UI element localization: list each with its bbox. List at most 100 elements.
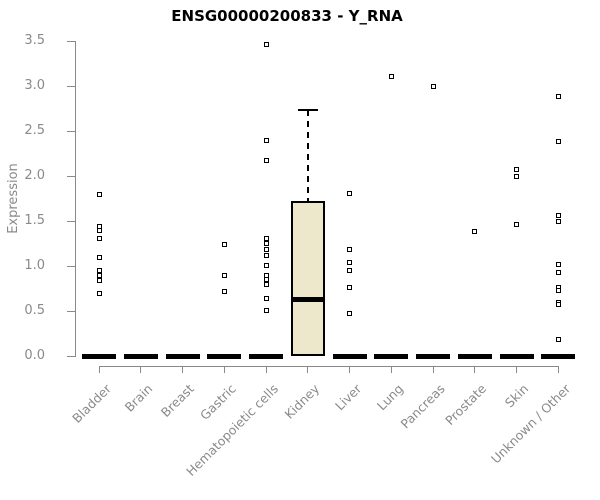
y-axis-tick: [67, 355, 75, 357]
y-axis-tick: [67, 85, 75, 87]
outlier-point: [514, 222, 520, 228]
outlier-point: [514, 174, 520, 180]
y-axis-tick: [67, 40, 75, 42]
x-category-label: Pancreas: [397, 381, 448, 432]
x-category-label: Unknown / Other: [487, 381, 574, 467]
y-tick-label: 0.5: [24, 303, 45, 318]
x-axis-tick: [516, 366, 518, 373]
median-line: [541, 353, 576, 359]
outlier-point: [263, 235, 269, 241]
outlier-point: [221, 241, 227, 247]
x-axis-tick: [182, 366, 184, 373]
outlier-point: [514, 167, 520, 173]
outlier-point: [555, 261, 561, 267]
outlier-point: [388, 73, 394, 79]
outlier-point: [555, 94, 561, 100]
outlier-point: [96, 277, 102, 283]
median-line: [499, 353, 534, 359]
outlier-point: [96, 254, 102, 260]
outlier-point: [96, 192, 102, 198]
median-line: [82, 353, 116, 359]
x-category-label: Gastric: [197, 381, 239, 423]
x-axis-tick: [557, 366, 559, 373]
y-tick-label: 1.0: [24, 258, 45, 273]
median-line: [374, 353, 409, 359]
x-axis-tick: [474, 366, 476, 373]
outlier-point: [96, 228, 102, 234]
outlier-point: [263, 307, 269, 313]
outlier-point: [430, 83, 436, 89]
outlier-point: [555, 302, 561, 308]
y-axis-tick: [67, 175, 75, 177]
x-axis-tick: [223, 366, 225, 373]
y-tick-label: 1.5: [24, 213, 45, 228]
median-line: [165, 353, 200, 359]
x-category-label: Kidney: [281, 381, 323, 422]
y-axis-tick: [67, 220, 75, 222]
median-line: [207, 353, 242, 359]
outlier-point: [96, 291, 102, 297]
outlier-point: [96, 235, 102, 241]
outlier-point: [472, 229, 478, 235]
y-tick-label: 3.0: [24, 78, 45, 93]
outlier-point: [263, 138, 269, 144]
outlier-point: [263, 282, 269, 288]
y-axis-tick: [67, 265, 75, 267]
outlier-point: [221, 273, 227, 279]
x-category-label: Prostate: [442, 381, 490, 429]
outlier-point: [263, 42, 269, 48]
median-line: [123, 353, 158, 359]
x-axis-line: [99, 366, 560, 367]
x-axis-tick: [432, 366, 434, 373]
y-axis-line: [75, 41, 76, 357]
y-axis-tick: [67, 310, 75, 312]
outlier-point: [555, 287, 561, 293]
box: [290, 201, 325, 357]
outlier-point: [555, 269, 561, 275]
upper-whisker-cap: [297, 109, 318, 112]
outlier-point: [263, 295, 269, 301]
x-category-label: Breast: [158, 381, 198, 421]
chart-title: ENSG00000200833 - Y_RNA: [171, 7, 403, 25]
outlier-point: [555, 139, 561, 145]
y-tick-label: 3.5: [24, 33, 45, 48]
y-tick-label: 0.0: [24, 348, 45, 363]
outlier-point: [555, 337, 561, 343]
x-category-label: Lung: [373, 381, 407, 414]
x-axis-tick: [140, 366, 142, 373]
outlier-point: [347, 311, 353, 317]
median-line: [249, 353, 284, 359]
outlier-point: [263, 158, 269, 164]
x-axis-tick: [98, 366, 100, 373]
outlier-point: [263, 252, 269, 258]
outlier-point: [263, 262, 269, 268]
outlier-point: [555, 213, 561, 219]
outlier-point: [347, 247, 353, 253]
outlier-point: [96, 268, 102, 273]
y-axis-tick: [67, 130, 75, 132]
median-line: [457, 353, 492, 359]
x-category-label: Skin: [501, 381, 532, 411]
median-line: [416, 353, 451, 359]
x-category-label: Liver: [331, 381, 365, 414]
x-axis-tick: [307, 366, 309, 373]
y-tick-label: 2.5: [24, 123, 45, 138]
outlier-point: [263, 247, 269, 253]
outlier-point: [221, 288, 227, 294]
outlier-point: [263, 241, 269, 246]
outlier-point: [347, 268, 353, 273]
x-axis-tick: [265, 366, 267, 373]
outlier-point: [347, 190, 353, 196]
outlier-point: [555, 219, 561, 225]
outlier-point: [263, 277, 269, 282]
upper-whisker: [306, 110, 309, 203]
x-category-label: Bladder: [68, 381, 114, 426]
median-line: [290, 296, 325, 302]
outlier-point: [347, 259, 353, 265]
median-line: [332, 353, 367, 359]
x-axis-tick: [349, 366, 351, 373]
x-axis-tick: [390, 366, 392, 373]
outlier-point: [347, 285, 353, 291]
x-category-label: Brain: [121, 381, 156, 415]
